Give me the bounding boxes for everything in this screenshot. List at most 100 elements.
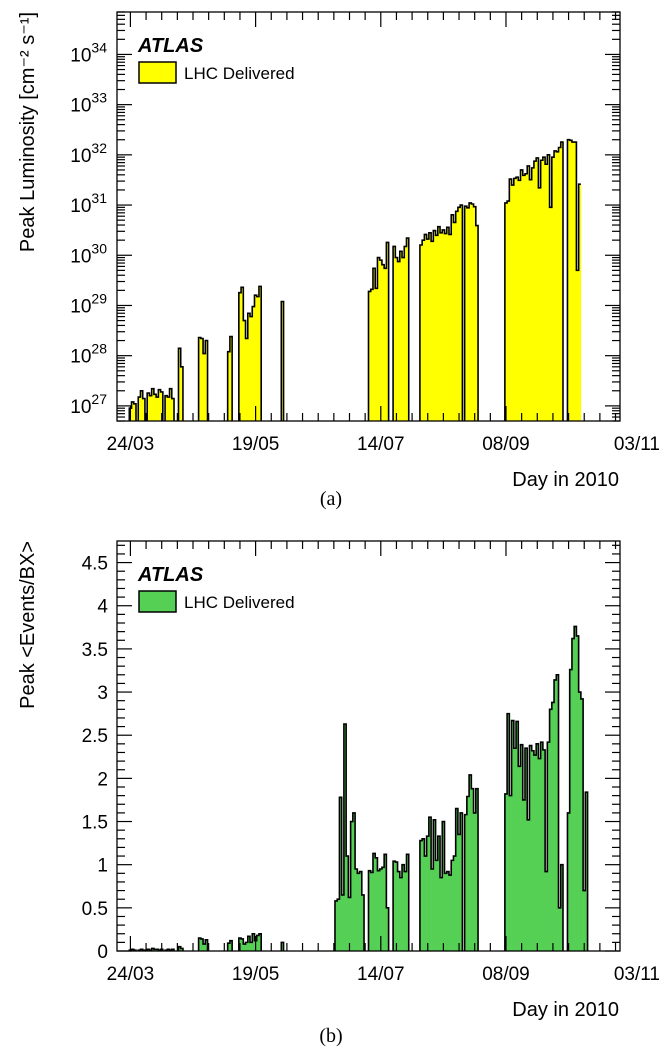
bar [400, 878, 403, 951]
bar [375, 858, 378, 951]
bar [348, 897, 351, 951]
bar [400, 251, 403, 421]
bar [395, 258, 398, 421]
y-tick-label: 1028 [70, 341, 107, 368]
y-tick-label: 3 [97, 683, 108, 704]
bar [373, 268, 376, 421]
bar [445, 234, 448, 421]
bar [402, 258, 405, 421]
bar [523, 175, 526, 421]
bar [355, 869, 358, 951]
bar [559, 908, 562, 951]
y-tick-label: 1034 [70, 39, 107, 66]
bar [550, 207, 553, 421]
y-tick-label: 3.5 [82, 640, 108, 661]
bar [507, 201, 510, 421]
bar [529, 180, 532, 421]
bar [429, 233, 432, 421]
bar [422, 240, 425, 421]
y-tick-label: 4 [97, 597, 108, 618]
bar [431, 869, 434, 951]
legend-swatch [139, 591, 176, 612]
bar [467, 208, 470, 421]
y-tick-label: 0 [97, 942, 108, 963]
bar [536, 158, 539, 421]
x-tick-label: 24/03 [107, 964, 155, 985]
bar [449, 875, 452, 951]
bar [518, 180, 521, 421]
bar [433, 231, 436, 421]
bar [427, 239, 430, 421]
y-tick-label: 2.5 [82, 726, 108, 747]
x-tick-label: 19/05 [232, 964, 280, 985]
bar [438, 227, 441, 421]
bar [398, 262, 401, 421]
bar [474, 207, 477, 421]
bar [447, 227, 450, 421]
legend-swatch [139, 62, 176, 83]
bar [440, 878, 443, 951]
atlas-label: ATLAS [137, 35, 204, 57]
y-tick-label: 4.5 [82, 554, 108, 575]
bar [380, 260, 383, 421]
bar [538, 188, 541, 421]
bar [516, 177, 519, 421]
caption-b: (b) [0, 1025, 662, 1048]
bar [559, 148, 562, 421]
bar [554, 680, 557, 951]
caption-a: (a) [0, 488, 662, 511]
bar [543, 157, 546, 421]
bar [534, 755, 537, 951]
bar [436, 235, 439, 421]
bar [398, 872, 401, 951]
bar [257, 297, 260, 421]
bar [453, 222, 456, 421]
bar [424, 234, 427, 421]
y-tick-label: 1033 [70, 90, 107, 117]
bar [254, 295, 257, 421]
bar [474, 813, 477, 951]
bar [518, 766, 521, 951]
bar [449, 234, 452, 421]
x-axis-label: Day in 2010 [512, 999, 619, 1021]
bar [384, 268, 387, 421]
legend-label: LHC Delivered [184, 64, 295, 83]
y-tick-label: 1030 [70, 240, 107, 267]
bar [536, 744, 539, 951]
bar [382, 867, 385, 951]
bar [371, 289, 374, 421]
bar [545, 872, 548, 951]
y-tick-label: 0.5 [82, 899, 108, 920]
y-tick-label: 1031 [70, 190, 107, 217]
bar [469, 203, 472, 421]
bar [342, 895, 345, 951]
bar [538, 759, 541, 951]
bar [583, 891, 586, 951]
bar [509, 179, 512, 421]
bar [445, 873, 448, 951]
x-tick-label: 08/09 [482, 964, 530, 985]
x-tick-label: 14/07 [357, 964, 405, 985]
bar [574, 626, 577, 951]
bar [525, 174, 528, 421]
bar [447, 872, 450, 951]
bar [579, 692, 582, 951]
bar [377, 871, 380, 951]
bar [527, 820, 530, 951]
atlas-label: ATLAS [137, 564, 204, 586]
bar [357, 873, 360, 951]
x-tick-label: 03/11 [614, 964, 660, 985]
y-tick-label: 2 [97, 769, 108, 790]
bar [252, 307, 255, 421]
bar [527, 166, 530, 421]
bar [451, 215, 454, 421]
bar [550, 709, 553, 951]
bar [532, 168, 535, 421]
bar [552, 702, 555, 951]
bar [203, 354, 206, 421]
bar [337, 899, 340, 951]
bar [554, 151, 557, 421]
bar [514, 748, 517, 951]
y-axis-label: Peak <Events/BX> [17, 541, 39, 709]
